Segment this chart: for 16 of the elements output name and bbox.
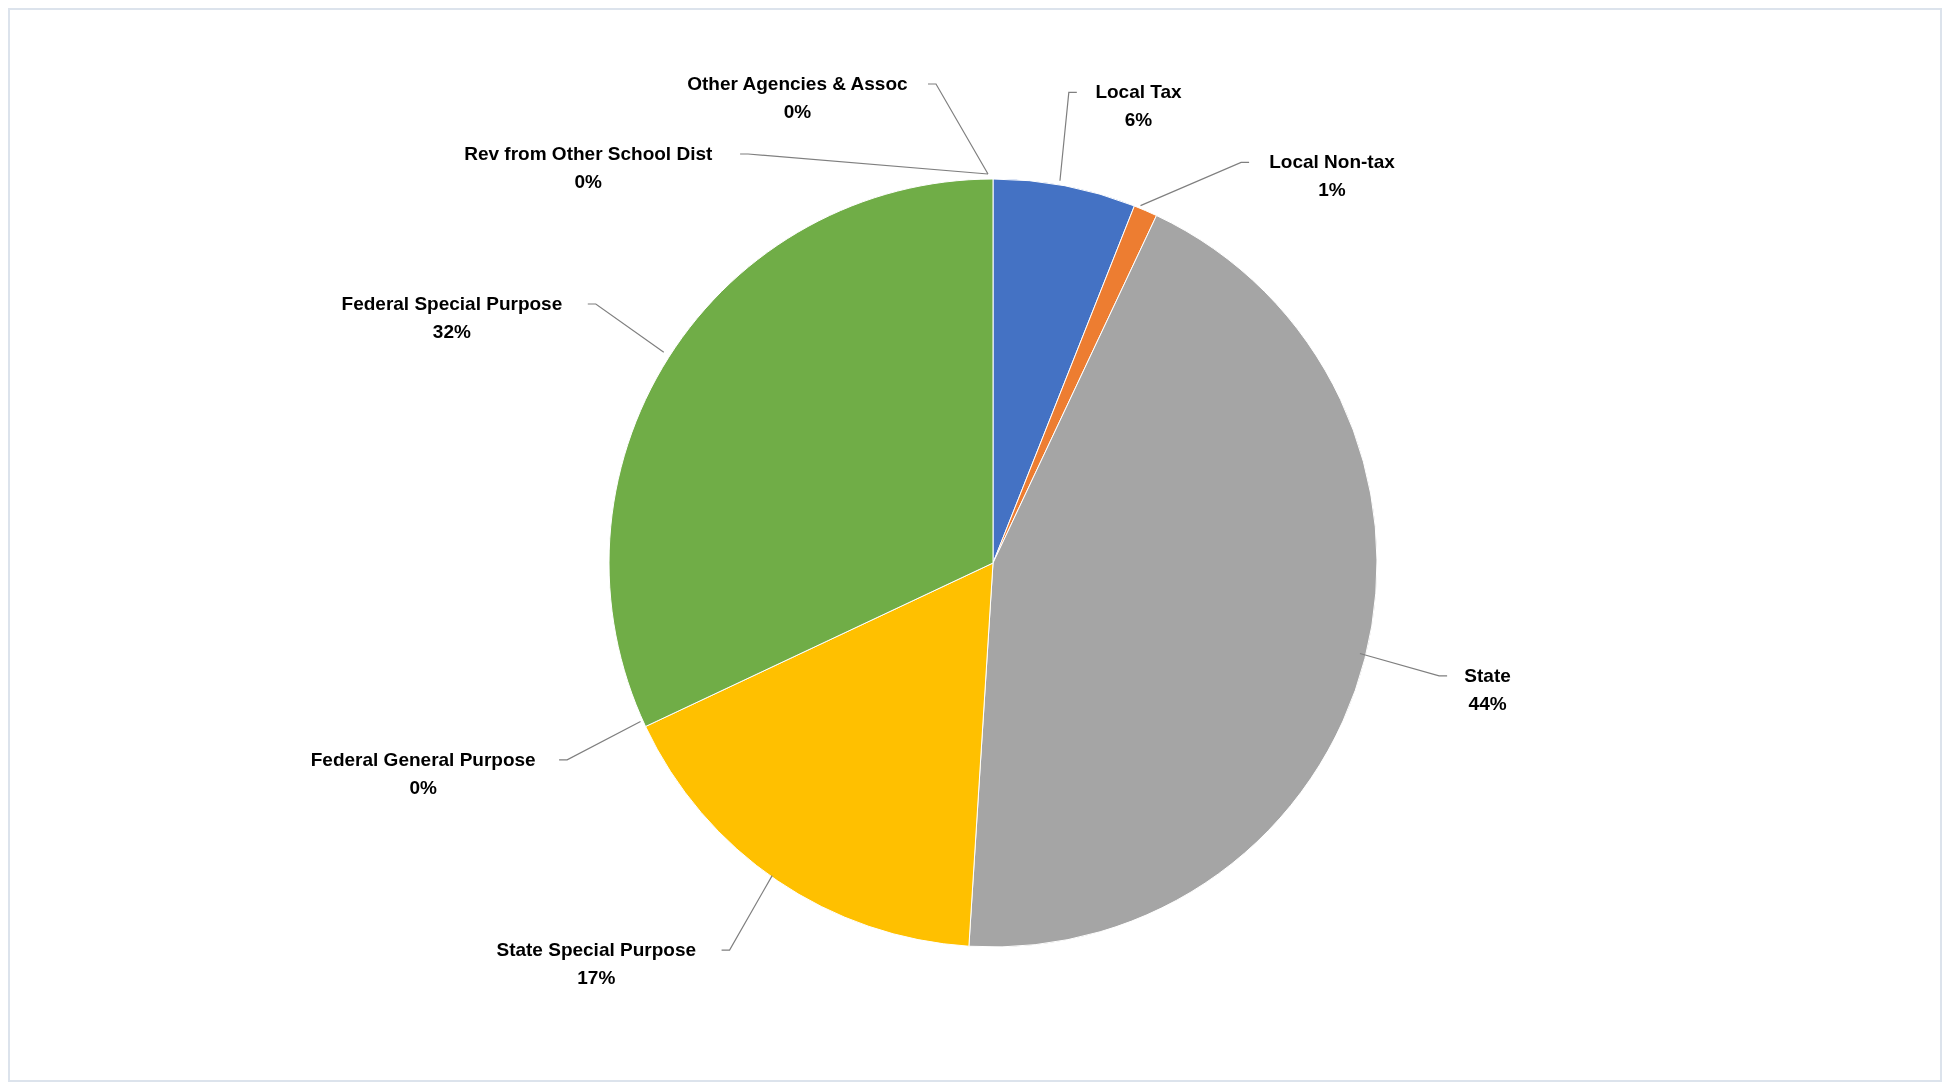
slice-label: Federal Special Purpose bbox=[341, 293, 563, 315]
category-label: Federal General Purpose bbox=[310, 748, 536, 770]
category-label: Rev from Other School Dist bbox=[464, 143, 713, 164]
data-label: 1% bbox=[1318, 179, 1346, 201]
slice-label: Local Tax bbox=[1095, 81, 1183, 103]
data-label: 6% bbox=[1124, 109, 1153, 131]
data-label: 17% bbox=[577, 967, 616, 989]
data-label: 44% bbox=[1468, 692, 1507, 714]
category-label: Other Agencies & Assoc bbox=[687, 73, 908, 94]
data-label: 32% bbox=[432, 321, 472, 343]
text: 0% bbox=[409, 776, 437, 798]
text: 0% bbox=[783, 101, 812, 122]
slice-label: State Special Purpose bbox=[496, 939, 697, 961]
slice-label: State bbox=[1464, 664, 1511, 686]
slice-label: Local Non-tax bbox=[1269, 151, 1396, 173]
text: 0% bbox=[574, 171, 603, 192]
